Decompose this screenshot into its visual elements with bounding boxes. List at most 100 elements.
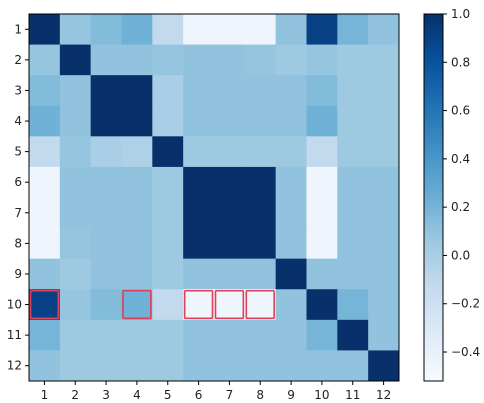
- y-tick-label: 7: [14, 206, 22, 220]
- heatmap-cell-r10-c10: [306, 289, 338, 321]
- heatmap-cell-r4-c10: [306, 105, 338, 137]
- x-axis: 1 2 3 4 5 6 7 8 9 10 11 12: [41, 381, 391, 402]
- heatmap-cell-r5-c7: [214, 136, 246, 168]
- heatmap-cell-r5-c3: [90, 136, 122, 168]
- heatmap-cell-r7-c6: [183, 197, 215, 229]
- heatmap-cell-r3-c1: [29, 75, 61, 107]
- heatmap-cell-r8-c11: [337, 228, 369, 260]
- x-tick-label: 4: [133, 388, 141, 402]
- heatmap-cell-r11-c10: [306, 319, 338, 351]
- heatmap-cell-r10-c6: [183, 289, 215, 321]
- heatmap-cell-r11-c1: [29, 319, 61, 351]
- y-tick-label: 8: [14, 236, 22, 250]
- x-tick-label: 5: [164, 388, 172, 402]
- heatmap-cell-r12-c2: [59, 350, 92, 382]
- heatmap-cells: [29, 14, 400, 382]
- highlight-box-r10-c8: [245, 289, 275, 320]
- heatmap-cell-r7-c7: [214, 197, 246, 229]
- heatmap-cell-r1-c9: [275, 14, 307, 45]
- heatmap-cell-r6-c4: [121, 166, 153, 198]
- heatmap-cell-r10-c1: [29, 289, 61, 321]
- heatmap-cell-r10-c7: [214, 289, 246, 321]
- heatmap-cell-r8-c7: [214, 228, 246, 260]
- y-tick-label: 6: [14, 175, 22, 189]
- heatmap-cell-r1-c7: [214, 14, 246, 45]
- heatmap-cell-r3-c9: [275, 75, 307, 107]
- heatmap-cell-r4-c6: [183, 105, 215, 137]
- heatmap-cell-r7-c11: [337, 197, 369, 229]
- heatmap-cell-r12-c7: [214, 350, 246, 382]
- heatmap-cell-r8-c8: [244, 228, 277, 260]
- x-tick-label: 6: [195, 388, 203, 402]
- heatmap-cell-r9-c8: [244, 258, 277, 290]
- heatmap-cell-r1-c3: [90, 14, 122, 45]
- heatmap-cell-r10-c4: [121, 289, 153, 321]
- x-tick-label: 7: [226, 388, 234, 402]
- x-tick-label: 10: [314, 388, 329, 402]
- heatmap-cell-r10-c12: [368, 289, 400, 321]
- colorbar-tick-label: 1.0: [451, 7, 470, 21]
- heatmap-cell-r3-c8: [244, 75, 277, 107]
- heatmap-cell-r12-c10: [306, 350, 338, 382]
- heatmap-cell-r2-c4: [121, 44, 153, 76]
- y-tick-label: 12: [7, 359, 22, 373]
- heatmap-cell-r11-c5: [152, 319, 184, 351]
- heatmap-cell-r1-c5: [152, 14, 184, 45]
- heatmap-cell-r9-c9: [275, 258, 307, 290]
- heatmap-cell-r4-c3: [90, 105, 122, 137]
- heatmap-cell-r12-c12: [368, 350, 400, 382]
- heatmap-cell-r8-c3: [90, 228, 122, 260]
- heatmap-cell-r1-c12: [368, 14, 400, 45]
- heatmap-cell-r4-c12: [368, 105, 400, 137]
- heatmap-cell-r5-c4: [121, 136, 153, 168]
- heatmap-cell-r11-c6: [183, 319, 215, 351]
- heatmap-cell-r7-c1: [29, 197, 61, 229]
- heatmap-cell-r8-c6: [183, 228, 215, 260]
- heatmap-cell-r5-c6: [183, 136, 215, 168]
- colorbar-tick-label: −0.2: [451, 297, 480, 311]
- highlight-box-r10-c1: [29, 289, 60, 320]
- heatmap-cell-r3-c4: [121, 75, 153, 107]
- heatmap-cell-r2-c5: [152, 44, 184, 76]
- y-tick-label: 3: [14, 83, 22, 97]
- heatmap-cell-r10-c9: [275, 289, 307, 321]
- heatmap-cell-r5-c10: [306, 136, 338, 168]
- x-tick-label: 12: [376, 388, 391, 402]
- heatmap-cell-r7-c3: [90, 197, 122, 229]
- colorbar-tick-label: 0.8: [451, 55, 470, 69]
- heatmap-cell-r3-c3: [90, 75, 122, 107]
- heatmap-cell-r11-c9: [275, 319, 307, 351]
- highlight-box-r10-c6: [183, 289, 214, 320]
- heatmap-cell-r10-c8: [244, 289, 277, 321]
- heatmap-cell-r8-c5: [152, 228, 184, 260]
- colorbar-tick-label: 0.0: [451, 248, 470, 262]
- heatmap-cell-r3-c12: [368, 75, 400, 107]
- heatmap-cell-r1-c6: [183, 14, 215, 45]
- y-tick-label: 2: [14, 53, 22, 67]
- x-tick-label: 3: [102, 388, 110, 402]
- heatmap-cell-r4-c5: [152, 105, 184, 137]
- heatmap-cell-r11-c4: [121, 319, 153, 351]
- heatmap-cell-r12-c11: [337, 350, 369, 382]
- x-tick-label: 1: [41, 388, 49, 402]
- heatmap-cell-r9-c1: [29, 258, 61, 290]
- heatmap-cell-r6-c11: [337, 166, 369, 198]
- heatmap-cell-r6-c12: [368, 166, 400, 198]
- heatmap-cell-r11-c11: [337, 319, 369, 351]
- heatmap-cell-r9-c5: [152, 258, 184, 290]
- heatmap-cell-r9-c3: [90, 258, 122, 290]
- heatmap-cell-r6-c3: [90, 166, 122, 198]
- heatmap-cell-r3-c10: [306, 75, 338, 107]
- heatmap-cell-r12-c4: [121, 350, 153, 382]
- heatmap-cell-r9-c11: [337, 258, 369, 290]
- heatmap-cell-r5-c2: [59, 136, 92, 168]
- colorbar-axis: 1.0 0.8 0.6 0.4 0.2 0.0 −0.2 −0.4: [443, 7, 480, 359]
- heatmap-cell-r11-c2: [59, 319, 92, 351]
- heatmap-cell-r9-c10: [306, 258, 338, 290]
- heatmap-cell-r7-c9: [275, 197, 307, 229]
- x-tick-label: 2: [71, 388, 79, 402]
- heatmap-cell-r2-c1: [29, 44, 61, 76]
- heatmap-cell-r11-c8: [244, 319, 277, 351]
- heatmap-cell-r3-c5: [152, 75, 184, 107]
